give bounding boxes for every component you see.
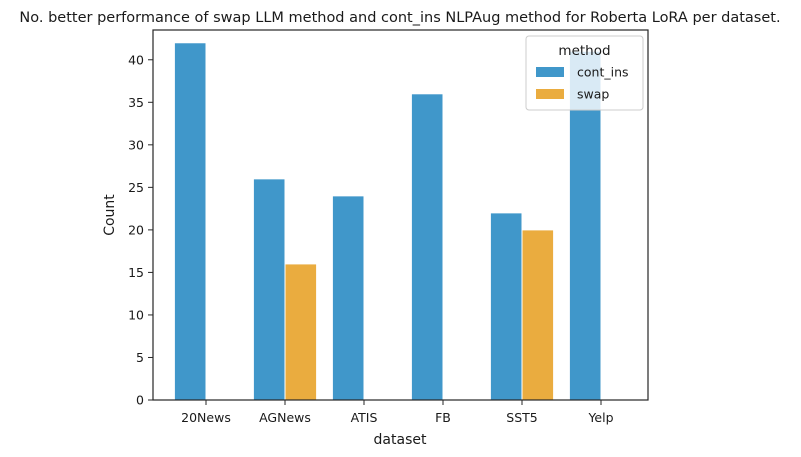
bar-cont_ins-AGNews — [252, 178, 286, 401]
legend-label-swap: swap — [577, 87, 609, 102]
y-tick-label: 5 — [136, 350, 144, 365]
x-axis-label: dataset — [374, 432, 427, 448]
x-tick-label: AGNews — [259, 410, 311, 425]
legend-title: method — [558, 43, 610, 59]
chart-title: No. better performance of swap LLM metho… — [19, 10, 780, 26]
x-tick-label: SST5 — [506, 410, 537, 425]
bar-cont_ins-20News — [173, 42, 207, 401]
x-tick-label: ATIS — [351, 410, 378, 425]
x-tick-label: 20News — [181, 410, 231, 425]
bar-swap-AGNews — [284, 263, 318, 401]
legend-swatch-cont_ins — [536, 67, 564, 77]
y-axis-label: Count — [102, 194, 118, 236]
y-tick-label: 30 — [128, 137, 144, 152]
y-tick-label: 10 — [128, 307, 144, 322]
bar-cont_ins-FB — [410, 93, 444, 401]
bar-swap-SST5 — [521, 229, 555, 401]
y-tick-label: 20 — [128, 222, 144, 237]
legend-swatch-swap — [536, 89, 564, 99]
y-tick-label: 0 — [136, 393, 144, 408]
x-tick-label: Yelp — [587, 410, 613, 425]
y-axis-ticks: 0 5 10 15 20 25 30 35 40 — [128, 52, 153, 408]
y-tick-label: 25 — [128, 180, 144, 195]
x-tick-label: FB — [435, 410, 451, 425]
bar-cont_ins-SST5 — [489, 212, 523, 401]
y-tick-label: 15 — [128, 265, 144, 280]
legend-label-cont_ins: cont_ins — [577, 65, 629, 80]
bar-cont_ins-ATIS — [331, 195, 365, 401]
x-axis-ticks: 20News AGNews ATIS FB SST5 Yelp — [181, 400, 614, 425]
y-tick-label: 35 — [128, 95, 144, 110]
y-tick-label: 40 — [128, 52, 144, 67]
plot-frame — [152, 29, 649, 401]
